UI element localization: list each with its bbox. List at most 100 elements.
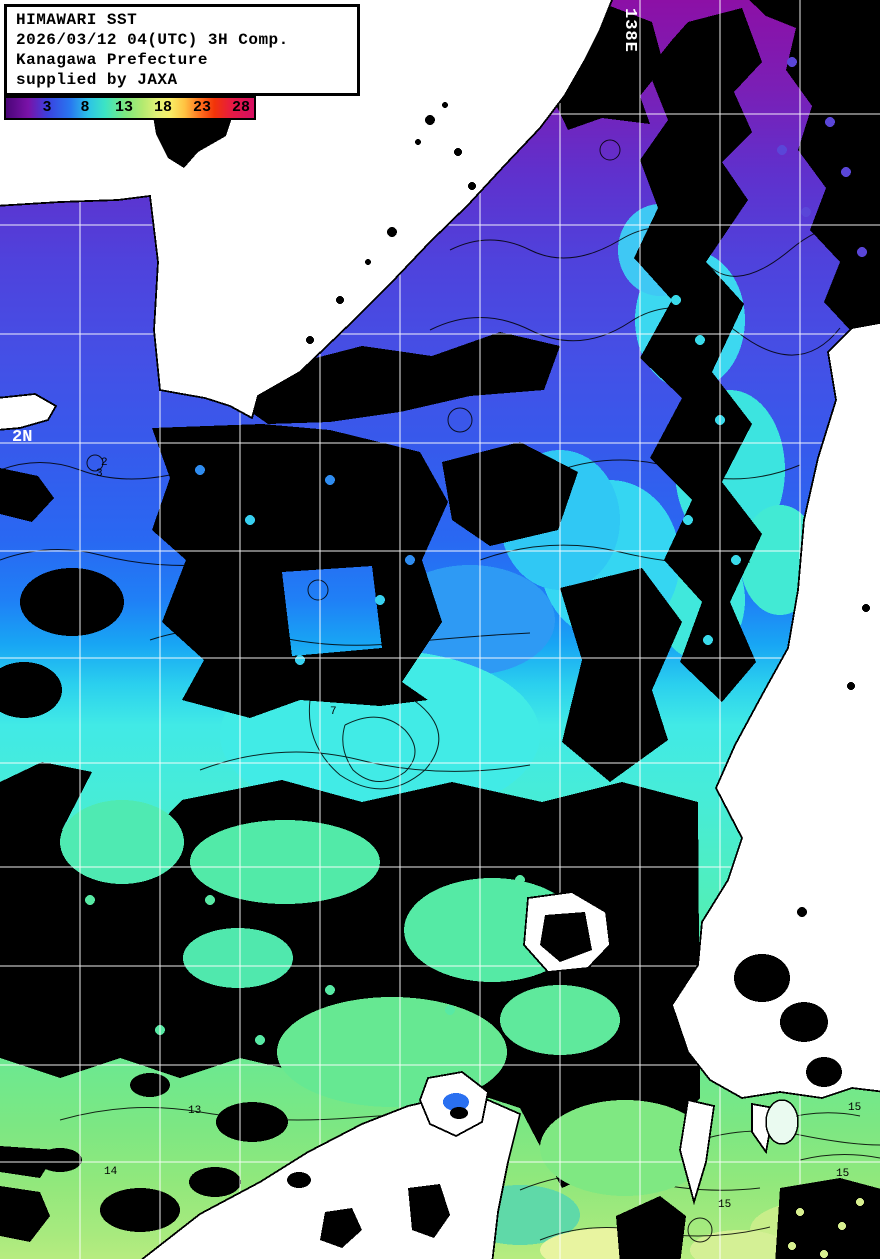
cloud-no-data-layer-shape: [442, 442, 578, 546]
cloud-over-land-layer-shape: [442, 102, 448, 108]
cloud-gap-speckles-shape: [515, 875, 525, 885]
cloud-no-data-layer-shape: [152, 424, 448, 718]
sst-contour-lines-shape: [687, 1217, 713, 1243]
contour-label: 13: [188, 1105, 201, 1117]
sst-contour-lines-shape: [307, 579, 329, 601]
cloud-over-land-layer-shape: [425, 115, 435, 125]
cloud-over-land-layer-shape: [468, 182, 476, 190]
title-box: HIMAWARI SST 2026/03/12 04(UTC) 3H Comp.…: [4, 4, 360, 96]
cloud-over-land-layer-shape: [775, 1178, 880, 1259]
cloud-gap-speckles-shape: [405, 555, 415, 565]
cloud-over-land-layer-shape: [387, 227, 397, 237]
cloud-over-land-layer-shape: [788, 1242, 796, 1250]
sst-contour-lines-shape: [0, 549, 211, 567]
title-line-region: Kanagawa Prefecture: [16, 51, 208, 69]
contour-label: 15: [836, 1168, 849, 1180]
land-east-mass: [671, 321, 880, 1099]
sst-contour-lines-shape: [799, 1153, 880, 1161]
cloud-over-land-layer-shape: [856, 1198, 864, 1206]
cloud-over-land-layer-shape: [862, 604, 870, 612]
cloud-gap-speckles-shape: [841, 167, 851, 177]
longitude-label-138e: 138E: [620, 8, 639, 53]
cloud-no-data-layer-shape: [749, 0, 880, 330]
contour-label: 7: [330, 706, 337, 718]
cloud-gap-speckles-shape: [787, 57, 797, 67]
cloud-no-data-layer-shape: [189, 1167, 241, 1197]
cloud-over-land-layer-shape: [336, 296, 344, 304]
sst-contour-lines-shape: [599, 139, 621, 161]
colorbar-tick-8: 8: [80, 99, 90, 116]
cloud-gap-speckles-shape: [683, 515, 693, 525]
cloud-gap-speckles-shape: [60, 800, 184, 884]
cloud-gap-speckles-shape: [205, 895, 215, 905]
cloud-over-land-layer: [152, 102, 880, 1259]
cloud-no-data-layer-shape: [0, 468, 54, 522]
colorbar-tick-18: 18: [153, 99, 173, 116]
contour-label: 15: [848, 1102, 861, 1114]
contour-label: 2: [101, 457, 108, 469]
cloud-no-data-layer-shape: [130, 1073, 170, 1097]
cloud-gap-speckles-shape: [85, 895, 95, 905]
cloud-over-land-layer-shape: [415, 139, 421, 145]
cloud-gap-speckles-shape: [695, 335, 705, 345]
cloud-gap-speckles-shape: [295, 655, 305, 665]
cloud-over-land-layer-shape: [796, 1208, 804, 1216]
cloud-over-land-layer-shape: [306, 336, 314, 344]
latitude-label-32n: 2N: [12, 428, 32, 447]
cloud-over-land-layer-shape: [616, 1196, 686, 1259]
cloud-over-land-layer-shape: [408, 1184, 450, 1238]
cloud-gap-speckles-shape: [857, 247, 867, 257]
cloud-gap-speckles-shape: [445, 1005, 455, 1015]
land-wedge-1: [679, 1098, 716, 1206]
contour-label: 15: [718, 1199, 731, 1211]
cloud-gap-speckles-shape: [190, 820, 380, 904]
sea-warm-patches-shape: [690, 1230, 790, 1259]
cloud-over-land-layer-shape: [540, 912, 592, 962]
cloud-no-data-layer-shape: [216, 1102, 288, 1142]
colorbar-tick-3: 3: [42, 99, 52, 116]
colorbar-tick-23: 23: [192, 99, 212, 116]
cloud-no-data-layer-shape: [20, 568, 124, 636]
colorbar-tick-13: 13: [114, 99, 134, 116]
island-southeast: [765, 1099, 799, 1145]
cloud-over-land-layer-shape: [734, 954, 790, 1002]
cloud-gap-speckles-shape: [195, 465, 205, 475]
cloud-gap-speckles-shape: [325, 985, 335, 995]
cloud-gap-speckles-shape: [703, 635, 713, 645]
cloud-gap-speckles-shape: [183, 928, 293, 988]
cloud-gap-speckles-shape: [731, 555, 741, 565]
sst-contour-lines-shape: [199, 751, 531, 772]
cloud-over-land-layer-shape: [847, 682, 855, 690]
cloud-no-data-layer-shape: [634, 8, 762, 702]
cloud-over-land-layer-shape: [797, 907, 807, 917]
contour-value-labels: 2 3 7 13 14 15 15 15: [96, 457, 861, 1211]
cloud-gap-speckles-shape: [777, 145, 787, 155]
cloud-no-data-layer-shape: [0, 762, 700, 1188]
cloud-over-land-layer-shape: [820, 1250, 828, 1258]
contour-label: 14: [104, 1166, 118, 1178]
cloud-over-land-layer-shape: [365, 259, 371, 265]
cloud-over-land-layer-shape: [443, 1093, 469, 1111]
cloud-gap-speckles-shape: [540, 1100, 710, 1196]
cloud-no-data-layer-shape: [560, 568, 682, 782]
temperature-colorbar: 3 8 13 18 23 28: [4, 96, 256, 120]
cloud-over-land-layer-shape: [838, 1222, 846, 1230]
cloud-gap-speckles-shape: [671, 295, 681, 305]
cloud-gap-speckles-shape: [325, 475, 335, 485]
contour-label: 3: [96, 468, 103, 480]
cloud-over-land-layer-shape: [287, 1172, 311, 1188]
cloud-gap-speckles-shape: [255, 1035, 265, 1045]
sst-contour-lines-shape: [429, 307, 841, 356]
sst-contour-lines-shape: [447, 407, 473, 433]
cloud-over-land-layer-shape: [454, 148, 462, 156]
cloud-gap-speckles-shape: [375, 595, 385, 605]
cloud-over-land-layer-shape: [806, 1057, 842, 1087]
cloud-gap-speckles-shape: [825, 117, 835, 127]
sst-contour-lines-shape: [86, 454, 104, 472]
cloud-gap-speckles-shape: [245, 515, 255, 525]
cloud-over-land-layer-shape: [320, 1208, 362, 1248]
title-line-source: supplied by JAXA: [16, 71, 178, 89]
